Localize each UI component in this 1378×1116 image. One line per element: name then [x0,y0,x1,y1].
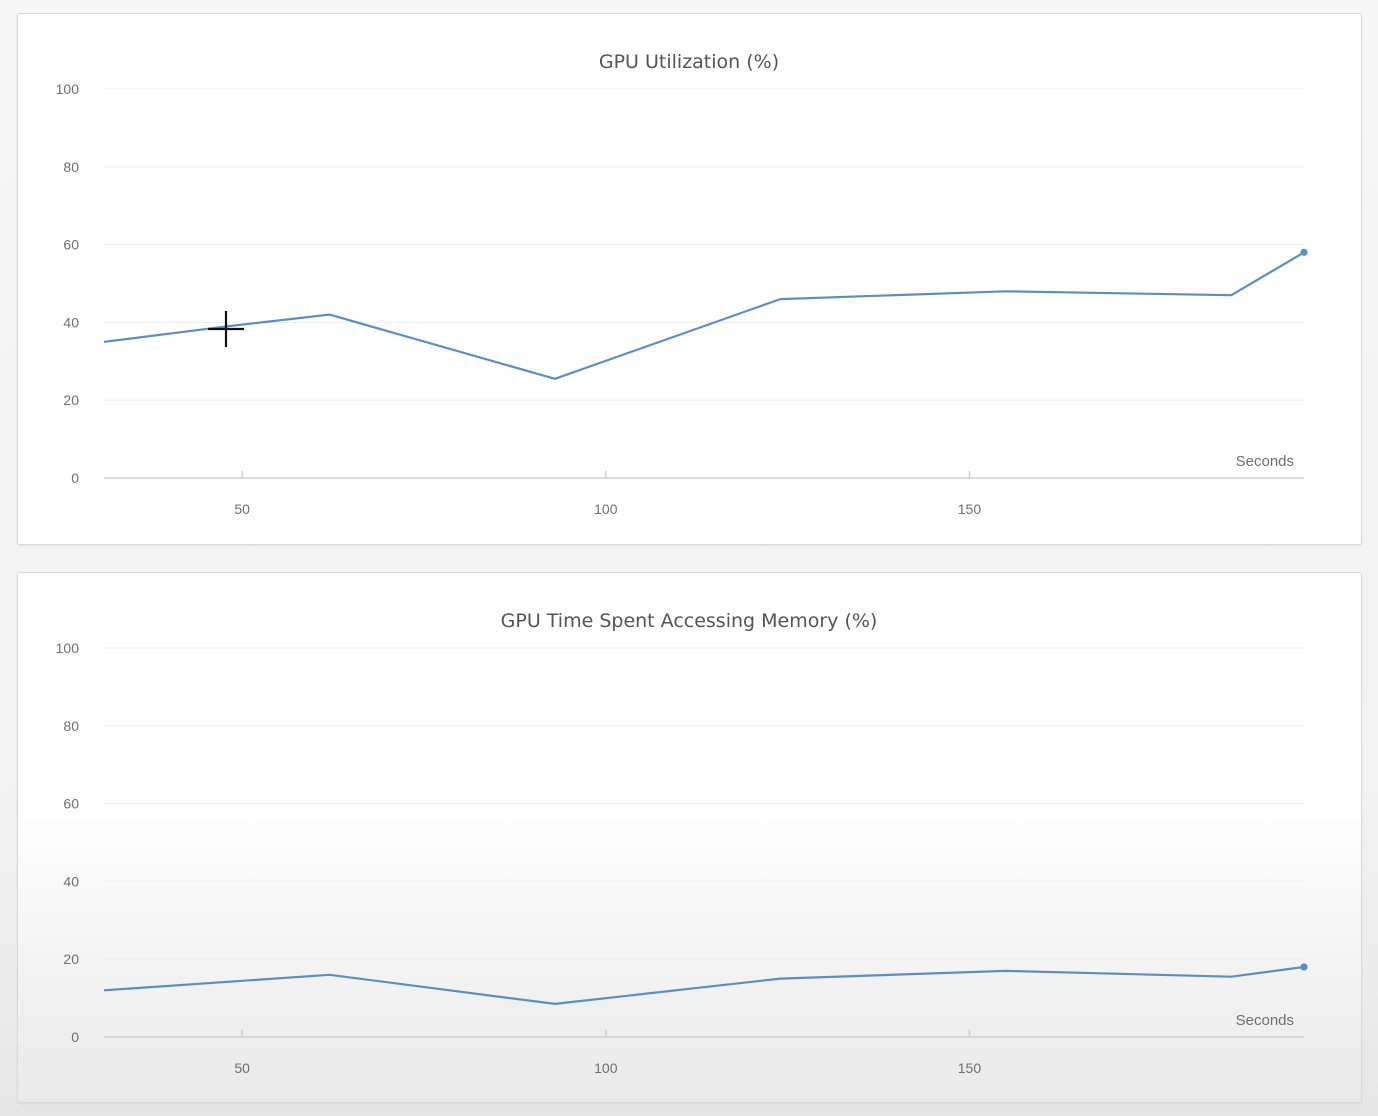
chart-title: GPU Utilization (%) [599,51,779,73]
series-line [103,251,1305,380]
y-tick-label: 80 [63,718,79,734]
gpu-utilization-chart: GPU Utilization (%) 0 20 40 60 80 100 50 100 15… [56,51,1308,517]
y-tick-label: 40 [63,873,79,889]
x-tick-label: 50 [234,501,250,517]
y-tick-label: 60 [63,796,79,812]
gpu-memory-access-chart-panel: GPU Time Spent Accessing Memory (%) 0 20 4… [17,572,1362,1103]
x-tick-label: 50 [234,1060,250,1076]
y-tick-label: 20 [63,392,79,408]
x-tick-label: 100 [594,1060,618,1076]
y-tick-label: 0 [71,470,79,486]
y-axis: 0 20 40 60 80 100 [56,640,80,1045]
y-tick-label: 100 [56,81,80,97]
series-layer [103,963,1308,1005]
y-tick-label: 0 [71,1029,79,1045]
grid-lines [104,88,1304,401]
x-axis: 50 100 150 [104,1030,1304,1076]
y-tick-label: 40 [63,314,79,330]
x-axis-unit-label: Seconds [1236,1012,1294,1029]
x-tick-label: 100 [594,501,618,517]
y-tick-label: 100 [56,640,80,656]
gpu-memory-access-chart: GPU Time Spent Accessing Memory (%) 0 20 4… [56,610,1308,1076]
series-line [103,965,1305,1005]
grid-lines [104,647,1304,960]
series-layer [103,248,1308,380]
gpu-utilization-chart-panel: GPU Utilization (%) 0 20 40 60 80 100 50 100 15… [17,13,1362,545]
x-tick-label: 150 [958,501,982,517]
chart-title: GPU Time Spent Accessing Memory (%) [501,610,878,632]
crosshair-cursor-icon [208,311,244,347]
y-tick-label: 80 [63,159,79,175]
y-axis: 0 20 40 60 80 100 [56,81,80,486]
data-point [1300,963,1308,971]
x-axis: 50 100 150 [104,471,1304,517]
data-point [1300,248,1308,256]
x-tick-label: 150 [958,1060,982,1076]
y-tick-label: 60 [63,237,79,253]
x-axis-unit-label: Seconds [1236,453,1294,470]
y-tick-label: 20 [63,951,79,967]
